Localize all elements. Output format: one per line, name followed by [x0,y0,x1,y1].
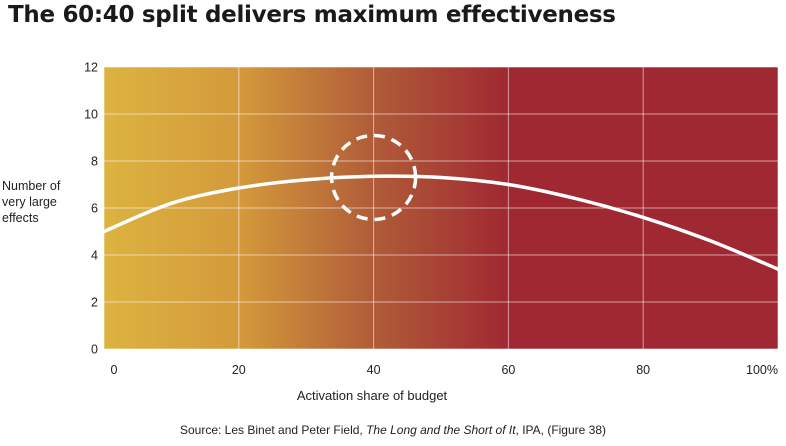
y-tick-label: 6 [91,202,98,216]
source-note: Source: Les Binet and Peter Field, The L… [0,423,786,437]
x-tick-label: 80 [636,363,650,377]
x-axis-label-text: Activation share of budget [296,388,448,403]
y-tick-label: 8 [91,155,98,169]
x-tick-label: 0 [111,363,118,377]
x-tick-labels: 0 20 40 60 80 100% [111,363,778,377]
source-work-title: The Long and the Short of It [366,423,516,437]
annotation-layer [329,133,418,222]
source-prefix: Source: Les Binet and Peter Field, [179,423,367,437]
chart-title: The 60:40 split delivers maximum effecti… [8,2,616,28]
peak-highlight-circle [329,133,418,222]
series-line [104,174,778,271]
gridlines [103,66,779,350]
source-suffix: , IPA, (Figure 38) [515,423,607,437]
y-axis-label-line-3: effects [2,211,39,225]
y-axis-label: Number of very large effects [2,178,76,226]
y-tick-label: 12 [84,61,98,75]
x-tick-label: 60 [501,363,515,377]
y-tick-labels: 0 2 4 6 8 10 12 [84,61,98,357]
x-tick-label: 40 [367,363,381,377]
y-tick-label: 4 [91,249,98,263]
x-tick-label: 100% [746,363,778,377]
x-tick-label: 20 [232,363,246,377]
y-axis-label-line-1: Number of [2,179,61,193]
y-tick-label: 2 [91,296,98,310]
y-tick-label: 0 [91,343,98,357]
y-tick-label: 10 [84,108,98,122]
y-axis-label-line-2: very large [2,195,57,209]
series-layer [104,174,778,271]
